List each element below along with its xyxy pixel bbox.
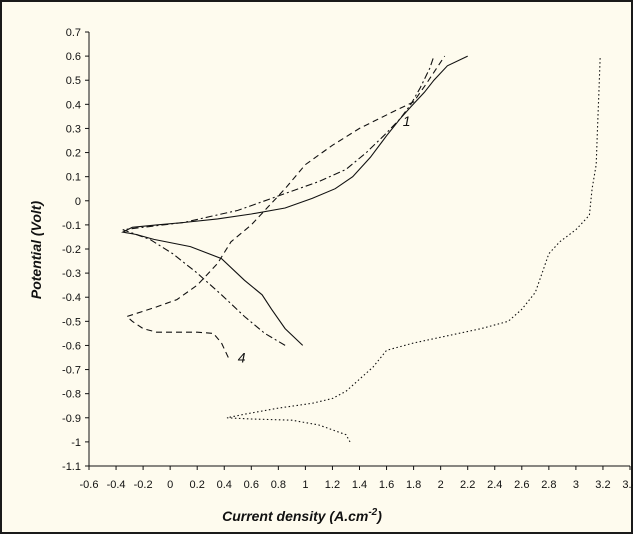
x-tick-label: 1.2	[325, 479, 340, 491]
y-axis-title: Potential (Volt)	[28, 201, 44, 300]
y-tick-label: -0.1	[62, 220, 81, 232]
y-tick-label: 0	[75, 196, 81, 208]
y-tick-label: 0.6	[66, 51, 81, 63]
plot-area	[121, 55, 601, 443]
series-label-1: 1	[403, 113, 411, 129]
y-tick-label: -0.8	[62, 389, 81, 401]
x-tick-label: 1	[302, 479, 308, 491]
x-tick-label: 0	[167, 479, 173, 491]
series-line-1	[121, 55, 468, 346]
x-tick-label: 2.6	[514, 479, 529, 491]
x-tick-label: -0.4	[107, 479, 126, 491]
x-tick-label: 0.8	[271, 479, 286, 491]
x-tick-label: 0.6	[244, 479, 259, 491]
x-tick-label: 2.8	[541, 479, 556, 491]
axes: 0.7 0.6 0.5 0.4 0.3 0.2 0.1 0 -0.1 -0.2 -0.3 -0.4 -0…	[62, 27, 633, 491]
x-tick-label: 3.4	[622, 479, 633, 491]
x-tick-label: 3	[573, 479, 579, 491]
x-tick-label: 1.6	[379, 479, 394, 491]
y-tick-label: 0.2	[66, 148, 81, 160]
x-axis-title: Current density (A.cm-2)	[222, 507, 382, 524]
y-tick-label: 0.7	[66, 27, 81, 39]
y-tick-label: -0.3	[62, 268, 81, 280]
y-tick-label: -0.4	[62, 292, 81, 304]
y-tick-label: -0.9	[62, 413, 81, 425]
series-line-3	[125, 55, 446, 358]
x-tick-label: 2.2	[460, 479, 475, 491]
x-tick-label: 3.2	[595, 479, 610, 491]
x-axis-title-sup: -2	[368, 507, 377, 518]
x-tick-label: -0.2	[134, 479, 153, 491]
y-tick-label: -0.2	[62, 244, 81, 256]
y-tick-label: -1	[71, 437, 81, 449]
x-tick-label: 1.8	[406, 479, 421, 491]
x-tick-label: 2	[438, 479, 444, 491]
x-axis-title-suffix: )	[375, 508, 382, 524]
curve-labels: 14	[238, 113, 411, 365]
x-tick-label: 0.2	[190, 479, 205, 491]
y-tick-label: 0.4	[66, 99, 81, 111]
x-tick-label: -0.6	[80, 479, 99, 491]
x-axis-title-main: Current density (A.cm	[222, 508, 368, 524]
series-label-3: 4	[238, 349, 246, 365]
y-tick-label: -0.7	[62, 365, 81, 377]
x-tick-label: 0.4	[217, 479, 232, 491]
y-tick-label: 0.1	[66, 172, 81, 184]
y-tick-label: -0.6	[62, 340, 81, 352]
series-line-2	[122, 55, 435, 346]
y-tick-label: -1.1	[62, 461, 81, 473]
y-tick-label: 0.5	[66, 75, 81, 87]
y-tick-label: -0.5	[62, 316, 81, 328]
y-tick-label: 0.3	[66, 123, 81, 135]
series-line-4	[226, 56, 601, 443]
x-tick-label: 1.4	[352, 479, 367, 491]
x-tick-label: 2.4	[487, 479, 502, 491]
